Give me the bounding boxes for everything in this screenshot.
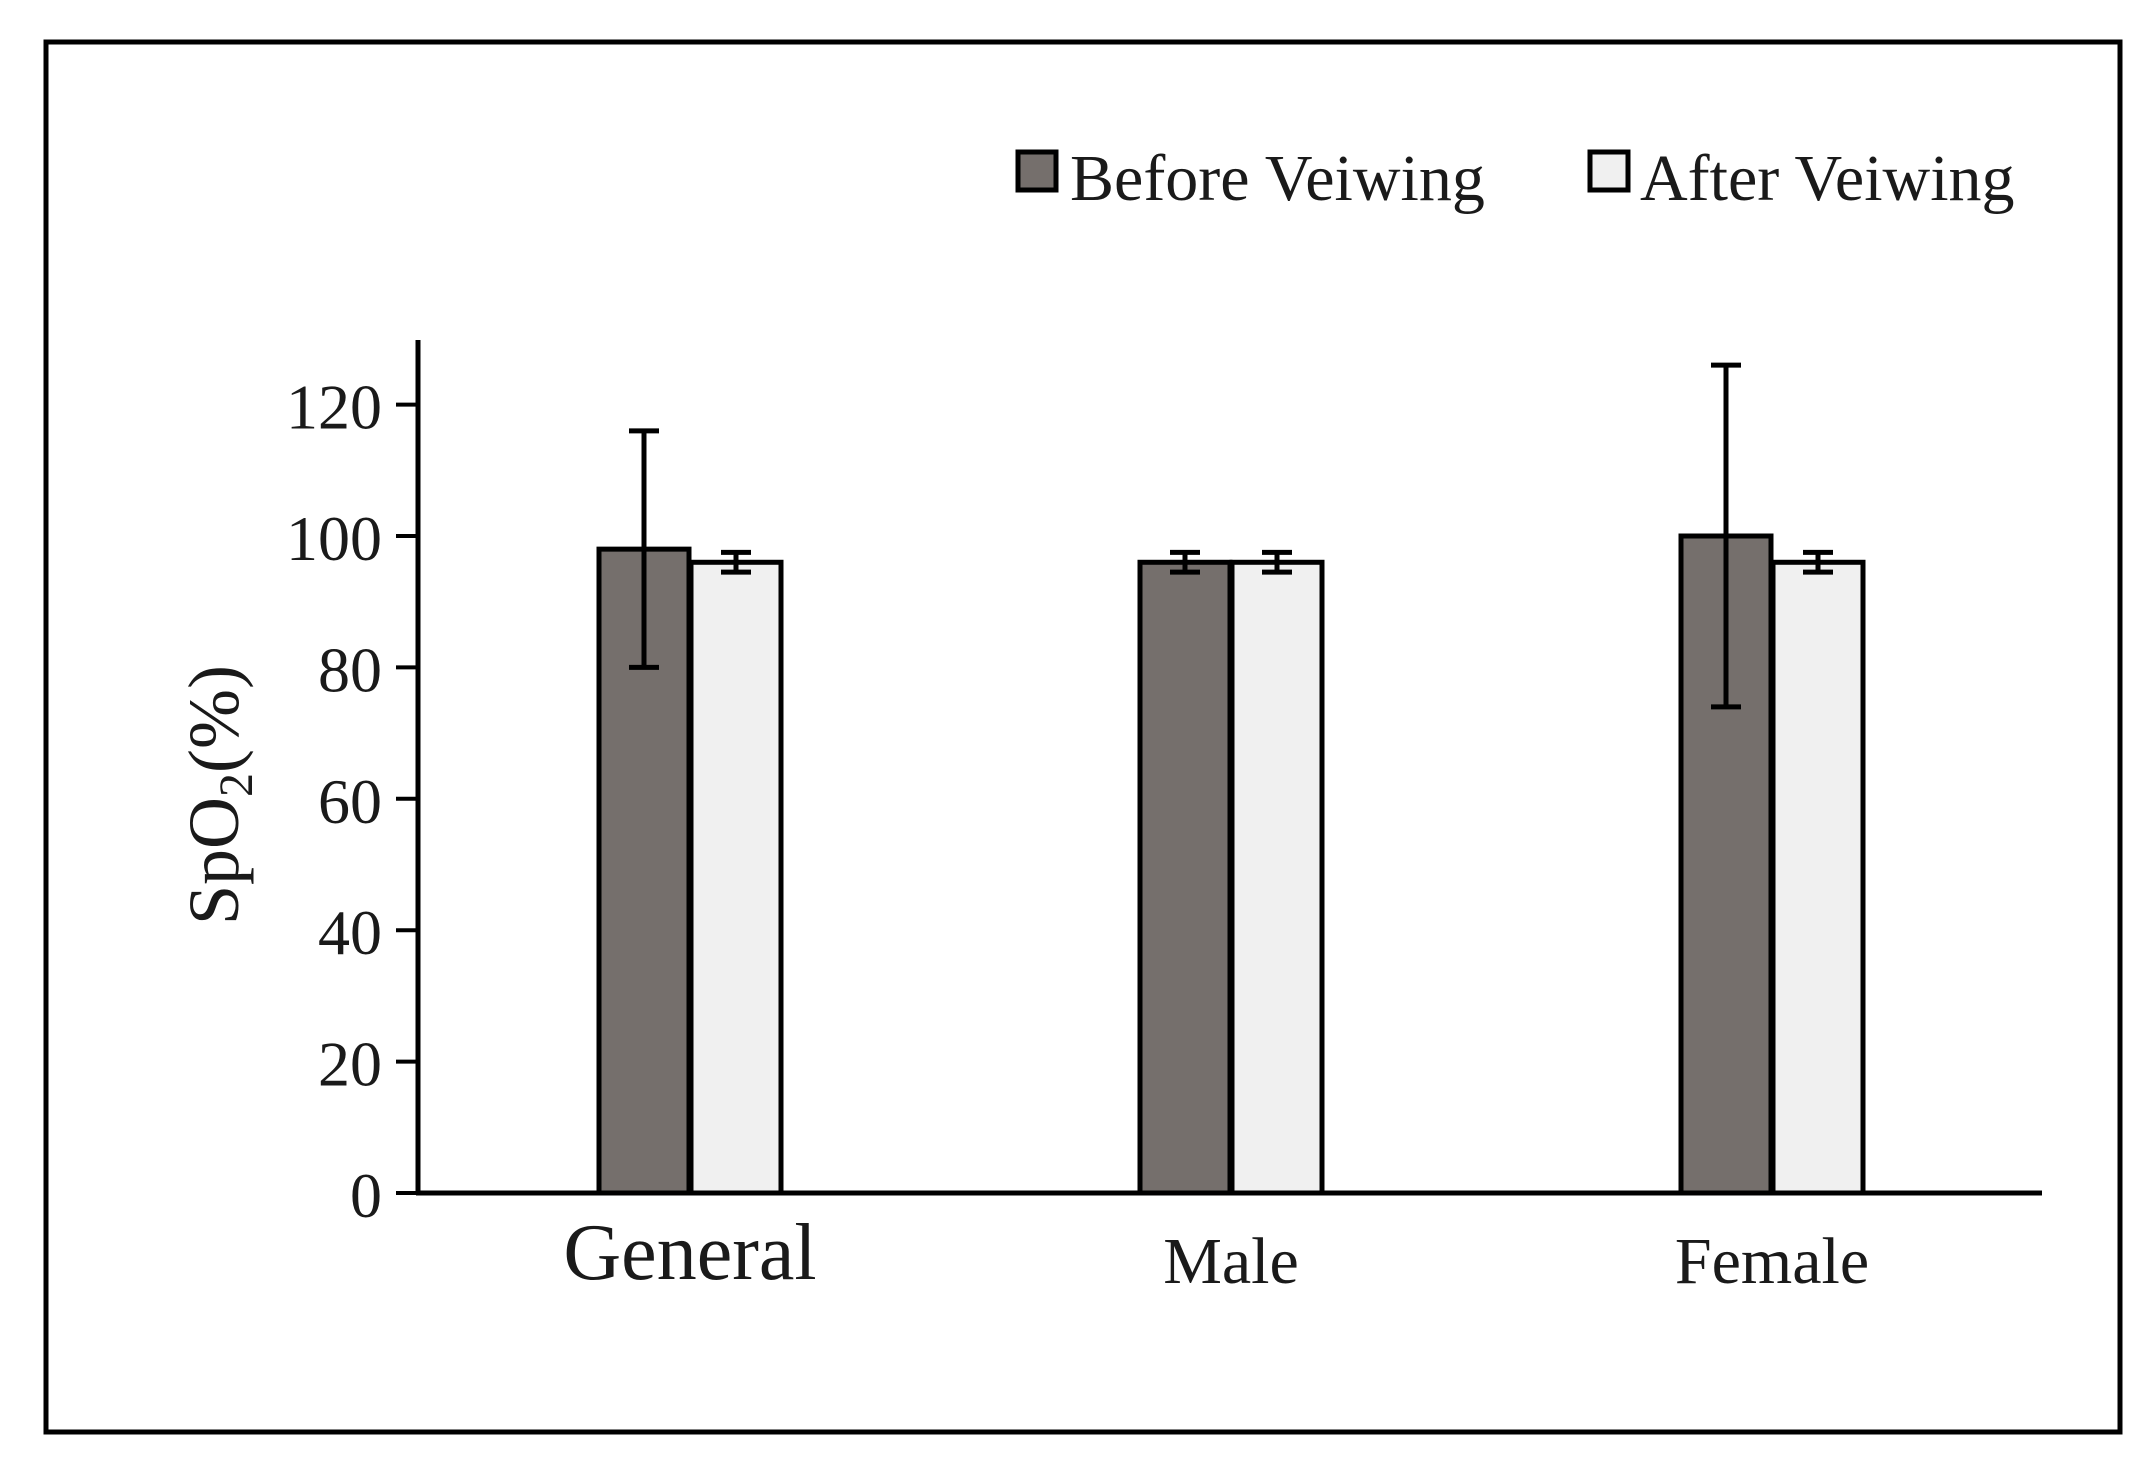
x-tick-label: Female [1675, 1225, 1869, 1298]
x-tick-label: Male [1163, 1225, 1299, 1298]
bar [688, 559, 784, 1196]
legend-label: After Veiwing [1640, 142, 2015, 215]
y-tick-label: 80 [318, 634, 382, 705]
legend-swatch [1015, 149, 1059, 193]
y-axis-label-suffix: (%) [174, 665, 254, 773]
y-tick-label: 0 [350, 1160, 382, 1231]
bar [1137, 559, 1233, 1196]
y-tick-label: 120 [286, 372, 382, 443]
y-axis-label-subscript: 2 [210, 773, 263, 797]
y-tick-label: 100 [286, 503, 382, 574]
y-tick-label: 20 [318, 1029, 382, 1100]
y-axis-label: SpO2(%) [174, 665, 263, 925]
error-bars [629, 362, 1833, 710]
x-tick-label: General [563, 1209, 816, 1297]
legend-label: Before Veiwing [1070, 142, 1485, 215]
y-axis-label-main: SpO [174, 797, 254, 925]
legend-swatch [1587, 149, 1631, 193]
y-tick-label: 60 [318, 766, 382, 837]
x-tick-labels: General Male Female [563, 1209, 1869, 1298]
y-tick-label: 40 [318, 897, 382, 968]
bars [596, 533, 1866, 1196]
legend: Before Veiwing After Veiwing [1015, 142, 2015, 215]
bar [1229, 559, 1325, 1196]
bar [1770, 559, 1866, 1196]
y-tick-labels: 0 20 40 60 80 100 120 [286, 372, 382, 1231]
